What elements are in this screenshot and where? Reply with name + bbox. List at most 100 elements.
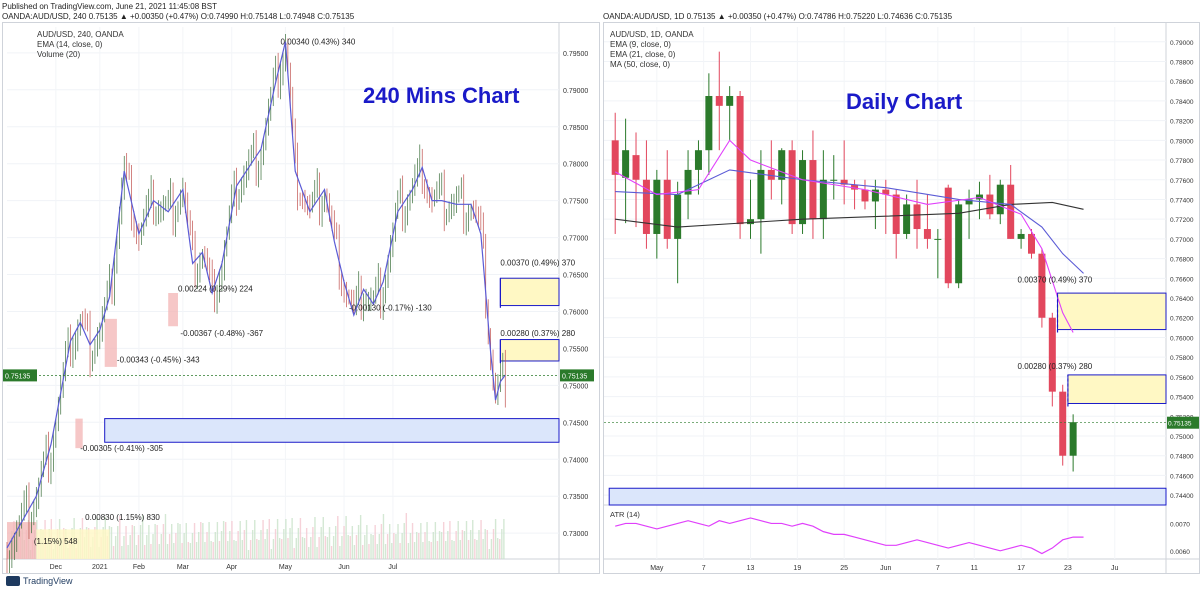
- volume-bar: [424, 532, 426, 559]
- atr-tick-label: 0.0060: [1170, 549, 1190, 556]
- candle-body: [705, 95, 713, 151]
- candle-body: [684, 169, 692, 195]
- volume-bar: [137, 535, 140, 559]
- y-tick-label: 0.75000: [1170, 434, 1194, 441]
- right-symbol-line: OANDA:AUD/USD, 1D 0.75135 ▲ +0.00350 (+0…: [603, 12, 953, 21]
- candle-body: [934, 238, 942, 240]
- volume-bar: [484, 529, 486, 559]
- volume-bar: [301, 537, 304, 559]
- volume-bar: [374, 525, 376, 559]
- volume-bar: [384, 544, 387, 559]
- legend-entry: MA (50, close, 0): [610, 60, 670, 69]
- y-tick-label: 0.74000: [563, 457, 588, 464]
- volume-bar: [438, 531, 441, 559]
- x-tick-label: 2021: [92, 564, 108, 571]
- y-tick-label: 0.76600: [1170, 276, 1194, 283]
- volume-bar: [241, 540, 243, 559]
- measure-box: [104, 418, 560, 443]
- volume-bar: [370, 534, 372, 559]
- candle-body: [830, 179, 838, 181]
- volume-bar: [490, 539, 493, 559]
- volume-bar: [293, 548, 295, 559]
- volume-bar: [154, 524, 156, 559]
- x-tick-label: 7: [936, 565, 940, 572]
- volume-bar: [210, 541, 212, 559]
- volume-bar: [494, 519, 497, 559]
- y-tick-label: 0.77500: [563, 199, 588, 206]
- volume-bar: [432, 532, 435, 559]
- y-tick-label: 0.78000: [563, 162, 588, 169]
- volume-bar: [488, 549, 491, 559]
- volume-bar: [428, 541, 430, 559]
- left-symbol-line: OANDA:AUD/USD, 240 0.75135 ▲ +0.00350 (+…: [2, 12, 355, 21]
- x-tick-label: Ju: [1111, 565, 1119, 572]
- volume-bar: [131, 525, 133, 559]
- volume-bar: [283, 529, 285, 559]
- candle-body: [1038, 253, 1046, 318]
- volume-bar: [249, 540, 252, 559]
- volume-bar: [156, 525, 158, 559]
- candle-body: [819, 179, 827, 220]
- y-tick-label: 0.76000: [563, 309, 588, 316]
- candle-body: [923, 229, 931, 239]
- volume-bar: [227, 541, 229, 559]
- volume-bar: [378, 534, 381, 559]
- last-price-label: 0.75135: [1168, 421, 1192, 428]
- measure-annotation: 0.00370 (0.49%) 370: [500, 259, 575, 268]
- candle-body: [778, 150, 786, 180]
- y-tick-label: 0.79000: [563, 88, 588, 95]
- tradingview-footer[interactable]: TradingView: [6, 576, 73, 586]
- last-price-tag-left: [3, 369, 37, 382]
- volume-bar: [198, 532, 200, 559]
- volume-bar: [449, 521, 451, 559]
- volume-bar: [260, 530, 262, 559]
- volume-bar: [467, 540, 470, 559]
- volume-bar: [222, 521, 225, 559]
- chart-daily[interactable]: 0.79000 0.78800 0.78600 0.78400 0.78200 0.780…: [603, 22, 1200, 574]
- volume-bar: [326, 537, 329, 559]
- volume-bar: [463, 531, 466, 559]
- volume-bar: [501, 529, 503, 559]
- volume-bar: [152, 534, 154, 559]
- chart-title: 240 Mins Chart: [363, 83, 520, 108]
- legend-entry: EMA (14, close, 0): [37, 40, 103, 49]
- measure-box: [499, 339, 560, 362]
- x-tick-label: 13: [747, 565, 755, 572]
- last-price-label-left: 0.75135: [5, 373, 30, 380]
- y-tick-label: 0.75500: [563, 346, 588, 353]
- y-tick-label: 0.76800: [1170, 257, 1194, 264]
- volume-bar: [407, 543, 410, 559]
- candle-body: [1069, 422, 1077, 456]
- volume-bar: [474, 539, 476, 559]
- legend-entry: EMA (9, close, 0): [610, 40, 671, 49]
- volume-bar: [308, 547, 310, 559]
- volume-bar: [332, 536, 335, 559]
- volume-bar: [411, 523, 414, 559]
- chart-daily-svg[interactable]: 0.79000 0.78800 0.78600 0.78400 0.78200 0.780…: [604, 23, 1199, 573]
- volume-bar: [177, 523, 179, 559]
- drawdown-zone: [104, 318, 117, 367]
- volume-bar: [389, 524, 391, 559]
- volume-bar: [457, 521, 459, 559]
- legend-entry: AUD/USD, 1D, OANDA: [610, 30, 694, 39]
- volume-bar: [420, 523, 422, 559]
- volume-bar: [121, 546, 123, 559]
- volume-bar: [274, 529, 277, 559]
- measure-annotation: (1.15%) 548: [34, 537, 78, 546]
- measure-box: [1057, 292, 1167, 331]
- volume-bar: [285, 519, 287, 559]
- volume-bar: [204, 542, 206, 559]
- volume-bar: [503, 519, 505, 559]
- x-tick-label: Dec: [50, 564, 63, 571]
- candle-body: [767, 169, 775, 180]
- y-tick-label: 0.75000: [563, 383, 588, 390]
- volume-bar: [341, 536, 343, 559]
- chart-240min-svg[interactable]: 0.79500 0.79000 0.78500 0.78000 0.77500 0.770…: [3, 23, 599, 576]
- chart-240min[interactable]: 0.79500 0.79000 0.78500 0.78000 0.77500 0.770…: [2, 22, 600, 576]
- volume-bar: [330, 546, 333, 559]
- tradingview-brand: TradingView: [23, 576, 73, 586]
- volume-bar: [399, 543, 401, 559]
- y-tick-label: 0.77800: [1170, 158, 1194, 165]
- volume-bar: [262, 520, 264, 559]
- y-tick-label: 0.78000: [1170, 138, 1194, 145]
